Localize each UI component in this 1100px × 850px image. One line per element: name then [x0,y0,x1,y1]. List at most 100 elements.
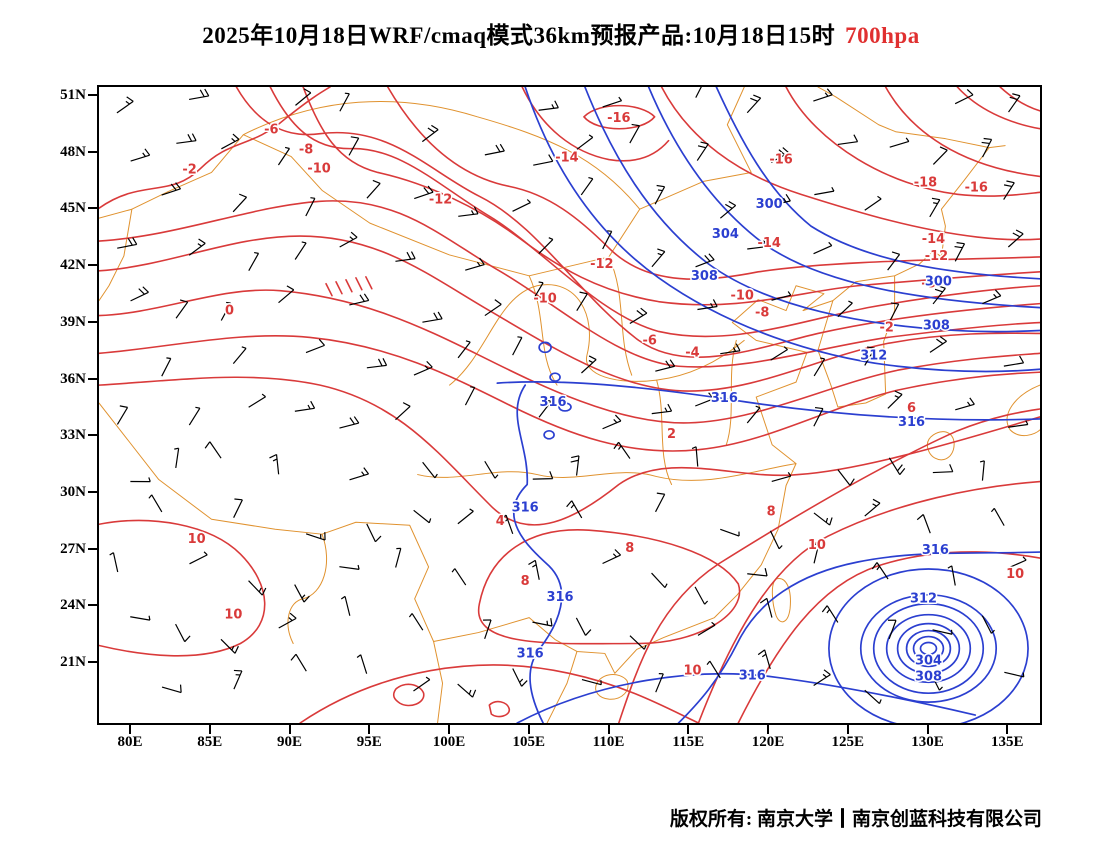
wind-barb [174,447,180,468]
wind-barb [294,241,307,260]
wind-barb [570,455,580,476]
wind-barb [1007,229,1024,248]
temperature-contour-label: -8 [921,277,935,292]
wind-barb [982,289,1002,305]
wind-barb [188,238,206,256]
height-contour-label: 316 [540,395,567,410]
wind-barb [176,133,197,144]
wind-barb [770,346,788,361]
wind-barb [1004,671,1025,678]
height-contour-label: 312 [860,348,887,363]
wind-barb [232,193,248,213]
wind-barb [613,441,631,459]
temperature-contour-label: -6 [642,333,656,348]
height-contour-label: 304 [915,653,942,668]
wind-barb [655,673,664,693]
height-contour-label: 316 [517,646,544,661]
wind-barb [414,185,434,200]
wind-barb [366,179,381,199]
lon-tick-label: 100E [432,734,466,750]
wind-barb [813,512,833,526]
wind-barb [457,683,477,698]
chart-title-level: 700hpa [845,23,920,48]
wind-barb [575,617,592,636]
wind-barb [189,551,208,565]
wind-barb [130,148,151,162]
wind-barb [697,299,718,311]
wind-barb [581,678,602,686]
wind-barb [1003,180,1015,200]
wind-barb [813,669,831,687]
lon-tick [448,725,450,734]
wind-barb [757,649,771,670]
wind-barb [339,92,350,112]
wind-barb [771,291,792,301]
temperature-contour-label: -12 [590,257,613,272]
wind-barb [117,237,138,249]
wind-barb [695,87,702,98]
wind-barb [348,136,360,156]
temperature-contour-label: 8 [521,574,530,589]
wind-barb [533,154,554,166]
lon-tick-label: 85E [197,734,223,750]
height-contour [647,87,1040,309]
temperature-contour [99,200,1040,368]
temperature-contour-label: -2 [879,320,893,335]
lon-tick [926,725,929,734]
lat-tick-label: 27N [60,540,86,557]
wind-barb [655,359,676,372]
height-contour [715,87,1040,280]
temperature-contour [785,87,1040,197]
wind-barb [771,472,792,482]
lon-tick-label: 95E [356,734,382,750]
map-outline [595,674,629,700]
wind-barb [278,285,295,304]
wind-barb [697,621,716,636]
wind-barb [871,562,889,580]
temperature-contour-label: -12 [925,249,948,264]
wind-barb [248,580,267,596]
height-contour [896,622,961,675]
wind-barb [887,251,901,271]
temperature-contour-label: -4 [685,345,699,360]
lon-tick [687,725,690,734]
map-outline [99,208,133,302]
temperature-contour [235,87,1040,358]
temperature-contour [99,376,1040,526]
map-plot-area: -2 -6 -8 -10 -12 -14 -16 -16 -18 -16 -14 -14 -12 -12-… [97,85,1042,725]
lat-tick-label: 51N [60,87,86,103]
height-contour [885,613,972,684]
wind-barb [746,405,761,424]
wind-barb [356,654,368,674]
wind-barb [1008,420,1029,428]
temperature-contour-label: -16 [607,111,630,126]
wind-barb [130,615,151,621]
wind-barb [395,547,402,568]
lat-tick-label: 42N [60,257,86,274]
wind-barb [990,507,1005,526]
temperature-contour-label: 4 [496,514,505,529]
height-contour [524,87,1040,373]
temperature-contour [884,87,1040,178]
wind-barb [278,612,297,629]
lat-tick-label: 21N [60,654,86,670]
wind-barb [759,597,773,618]
wind-barb [294,584,310,603]
wind-barb [889,302,900,322]
wind-barb [484,460,499,479]
map-outline [242,101,641,210]
wind-barb [580,176,594,196]
temperature-contour [99,289,1040,424]
wind-barb [220,301,232,321]
wind-barb [421,124,439,143]
wind-barb [602,549,622,565]
temperature-contour [269,87,1040,338]
height-contour-label: 308 [691,269,718,284]
height-contour [919,641,938,656]
wind-barb [175,623,191,643]
wind-barb [188,406,201,426]
wind-barb [413,509,432,524]
wind-barb [747,568,768,577]
wind-barb [813,88,833,102]
temperature-contour-label: 10 [808,538,826,553]
